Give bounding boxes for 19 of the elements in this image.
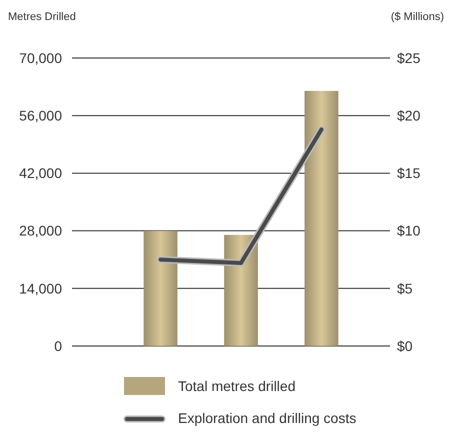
bar [224,234,258,346]
y-tick-label: 70,000 [19,50,62,66]
y2-tick-label: $0 [397,338,413,354]
y-tick-label: 14,000 [19,280,62,296]
y2-tick-label: $15 [397,165,421,182]
y2-tick-label: $25 [397,50,421,66]
y-tick-label: 0 [54,338,62,354]
y-tick-label: 56,000 [19,108,62,124]
legend-label: Exploration and drilling costs [178,410,356,426]
bar [144,230,178,346]
legend-label: Total metres drilled [178,378,296,394]
y2-axis-title: ($ Millions) [390,11,444,23]
y2-tick-label: $10 [397,222,421,239]
bar [304,90,338,346]
y-axis-title: Metres Drilled [8,11,76,23]
y-tick-label: 42,000 [19,165,62,182]
y-tick-label: 28,000 [19,222,62,239]
y2-tick-label: $20 [397,108,421,124]
y2-tick-label: $5 [397,280,413,296]
